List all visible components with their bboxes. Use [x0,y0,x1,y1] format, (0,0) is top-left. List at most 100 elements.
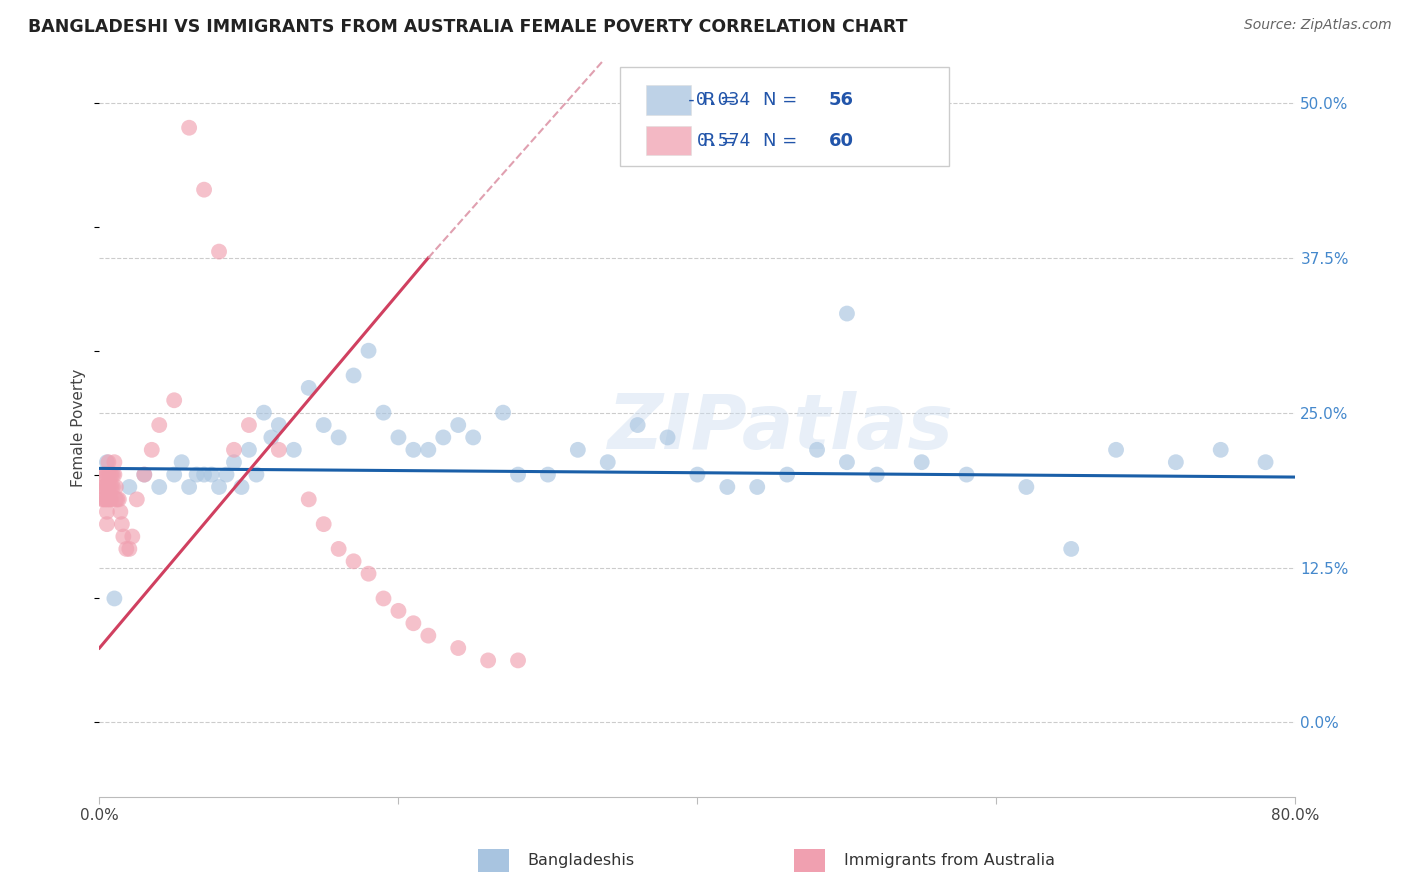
Point [402,616,425,631]
Point [93,467,115,482]
Point [170,455,193,469]
Text: R =: R = [703,132,737,150]
Point [112,529,135,543]
Point [253,406,276,420]
Text: 0.574: 0.574 [697,132,751,150]
FancyBboxPatch shape [645,126,692,155]
Point [186,467,208,482]
Point [866,467,889,482]
Point [835,307,858,321]
Point [148,418,170,433]
Point [104,480,127,494]
Point [125,492,148,507]
Point [716,480,738,494]
Point [110,505,132,519]
Point [238,418,260,433]
Point [97,467,120,482]
Point [373,406,395,420]
Point [955,467,977,482]
Point [104,492,127,507]
Point [121,529,143,543]
Point [94,492,117,507]
Point [103,455,125,469]
Point [835,455,858,469]
Text: BANGLADESHI VS IMMIGRANTS FROM AUSTRALIA FEMALE POVERTY CORRELATION CHART: BANGLADESHI VS IMMIGRANTS FROM AUSTRALIA… [28,18,908,36]
Point [806,442,828,457]
Point [96,492,118,507]
Point [477,653,499,667]
Point [447,640,470,655]
Point [267,442,290,457]
Point [418,629,440,643]
Point [96,505,118,519]
Point [283,442,305,457]
Point [193,183,215,197]
Point [298,381,321,395]
Point [111,517,134,532]
Point [432,430,454,444]
Point [134,467,156,482]
Text: Source: ZipAtlas.com: Source: ZipAtlas.com [1244,18,1392,32]
Point [118,480,141,494]
Text: N =: N = [763,91,797,109]
Point [222,442,245,457]
Point [97,480,120,494]
Point [657,430,679,444]
Text: R =: R = [703,91,737,109]
Point [357,566,380,581]
Point [163,467,186,482]
Point [96,455,118,469]
Point [298,492,321,507]
Point [141,442,163,457]
Point [98,492,121,507]
Point [463,430,485,444]
Point [686,467,709,482]
Point [208,244,231,259]
Point [747,480,769,494]
Point [418,442,440,457]
Point [93,492,115,507]
Point [222,455,245,469]
Point [537,467,560,482]
Point [179,480,201,494]
Point [342,368,364,383]
Point [342,554,364,568]
Point [215,467,238,482]
Text: Bangladeshis: Bangladeshis [527,854,634,868]
Point [245,467,267,482]
Point [1060,541,1083,556]
Point [447,418,470,433]
Point [260,430,283,444]
Point [911,455,934,469]
Point [506,653,529,667]
Point [312,418,335,433]
Text: Immigrants from Australia: Immigrants from Australia [844,854,1054,868]
Point [148,480,170,494]
Text: N =: N = [763,132,797,150]
Point [1254,455,1277,469]
FancyBboxPatch shape [620,67,949,167]
Point [103,467,125,482]
Point [94,480,117,494]
Point [108,492,131,507]
Point [163,393,186,408]
Point [93,480,115,494]
Point [200,467,222,482]
Point [1164,455,1187,469]
Text: ZIPatlas: ZIPatlas [609,391,955,465]
Point [373,591,395,606]
Y-axis label: Female Poverty: Female Poverty [72,369,86,487]
Point [328,541,350,556]
Point [387,430,409,444]
Point [96,467,118,482]
Point [91,492,114,507]
Point [91,480,114,494]
Point [402,442,425,457]
Point [506,467,529,482]
Point [357,343,380,358]
Point [312,517,335,532]
Point [596,455,619,469]
Point [328,430,350,444]
Point [100,480,122,494]
Point [387,604,409,618]
